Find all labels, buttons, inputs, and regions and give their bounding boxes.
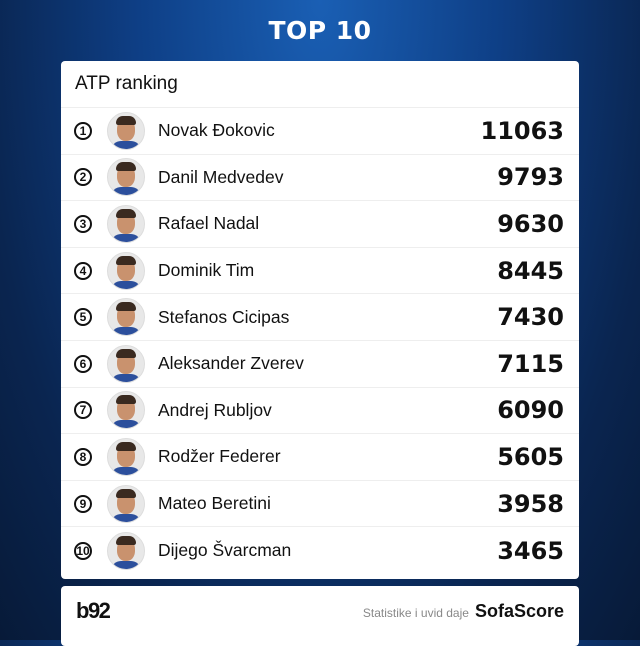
player-points: 7115 bbox=[497, 349, 564, 378]
player-row: 9 Mateo Beretini 3958 bbox=[61, 481, 579, 528]
player-name: Novak Đokovic bbox=[158, 120, 275, 141]
rank-badge: 9 bbox=[74, 494, 92, 513]
rank-badge: 1 bbox=[74, 121, 92, 140]
player-row: 4 Dominik Tim 8445 bbox=[61, 248, 579, 295]
credit-text: Statistike i uvid daje bbox=[362, 606, 469, 620]
player-avatar bbox=[107, 158, 145, 197]
player-avatar bbox=[107, 437, 145, 476]
player-points: 8445 bbox=[497, 256, 564, 285]
player-name: Rafael Nadal bbox=[158, 213, 260, 234]
page-title: TOP 10 bbox=[268, 16, 372, 45]
player-name: Rodžer Federer bbox=[158, 446, 281, 467]
credit: Statistike i uvid daje SofaScore bbox=[363, 601, 564, 622]
player-row: 7 Andrej Rubljov 6090 bbox=[61, 388, 579, 435]
player-row: 3 Rafael Nadal 9630 bbox=[61, 201, 579, 248]
player-points: 6090 bbox=[497, 396, 564, 425]
player-name: Dijego Švarcman bbox=[158, 540, 292, 561]
player-points: 9793 bbox=[497, 163, 564, 192]
player-name: Mateo Beretini bbox=[158, 493, 271, 514]
player-avatar bbox=[107, 204, 145, 243]
player-name: Stefanos Cicipas bbox=[158, 306, 290, 327]
player-avatar bbox=[107, 391, 145, 430]
rank-badge: 6 bbox=[74, 354, 92, 373]
rank-badge: 4 bbox=[74, 261, 92, 280]
ranking-list: 1 Novak Đokovic 11063 2 Danil Medvedev 97… bbox=[61, 108, 579, 574]
rank-badge: 2 bbox=[74, 168, 92, 187]
player-row: 6 Aleksander Zverev 7115 bbox=[61, 341, 579, 388]
rank-badge: 7 bbox=[74, 401, 92, 420]
rank-badge: 10 bbox=[74, 541, 92, 560]
player-name: Danil Medvedev bbox=[158, 166, 284, 187]
sofascore-logo: SofaScore bbox=[474, 601, 564, 621]
player-points: 5605 bbox=[497, 442, 564, 471]
player-row: 2 Danil Medvedev 9793 bbox=[61, 155, 579, 202]
rank-badge: 8 bbox=[74, 447, 92, 466]
player-name: Andrej Rubljov bbox=[158, 399, 272, 420]
rank-badge: 3 bbox=[74, 214, 92, 233]
player-name: Aleksander Zverev bbox=[158, 353, 304, 374]
player-avatar bbox=[107, 531, 145, 570]
player-avatar bbox=[107, 298, 145, 337]
player-points: 9630 bbox=[497, 209, 564, 238]
player-points: 11063 bbox=[480, 116, 565, 145]
b92-logo: b92 bbox=[76, 598, 111, 623]
card-title: ATP ranking bbox=[61, 61, 579, 108]
player-points: 3465 bbox=[497, 536, 564, 565]
player-row: 10 Dijego Švarcman 3465 bbox=[61, 527, 579, 574]
rank-badge: 5 bbox=[74, 308, 92, 327]
player-points: 3958 bbox=[497, 489, 564, 518]
player-avatar bbox=[107, 111, 145, 150]
player-row: 5 Stefanos Cicipas 7430 bbox=[61, 294, 579, 341]
player-name: Dominik Tim bbox=[158, 260, 255, 281]
footer: b92 Statistike i uvid daje SofaScore bbox=[61, 586, 579, 646]
player-avatar bbox=[107, 484, 145, 523]
player-points: 7430 bbox=[497, 303, 564, 332]
player-avatar bbox=[107, 344, 145, 383]
player-row: 8 Rodžer Federer 5605 bbox=[61, 434, 579, 481]
player-avatar bbox=[107, 251, 145, 290]
ranking-card: ATP ranking 1 Novak Đokovic 11063 2 Danil… bbox=[61, 61, 579, 579]
player-row: 1 Novak Đokovic 11063 bbox=[61, 108, 579, 155]
